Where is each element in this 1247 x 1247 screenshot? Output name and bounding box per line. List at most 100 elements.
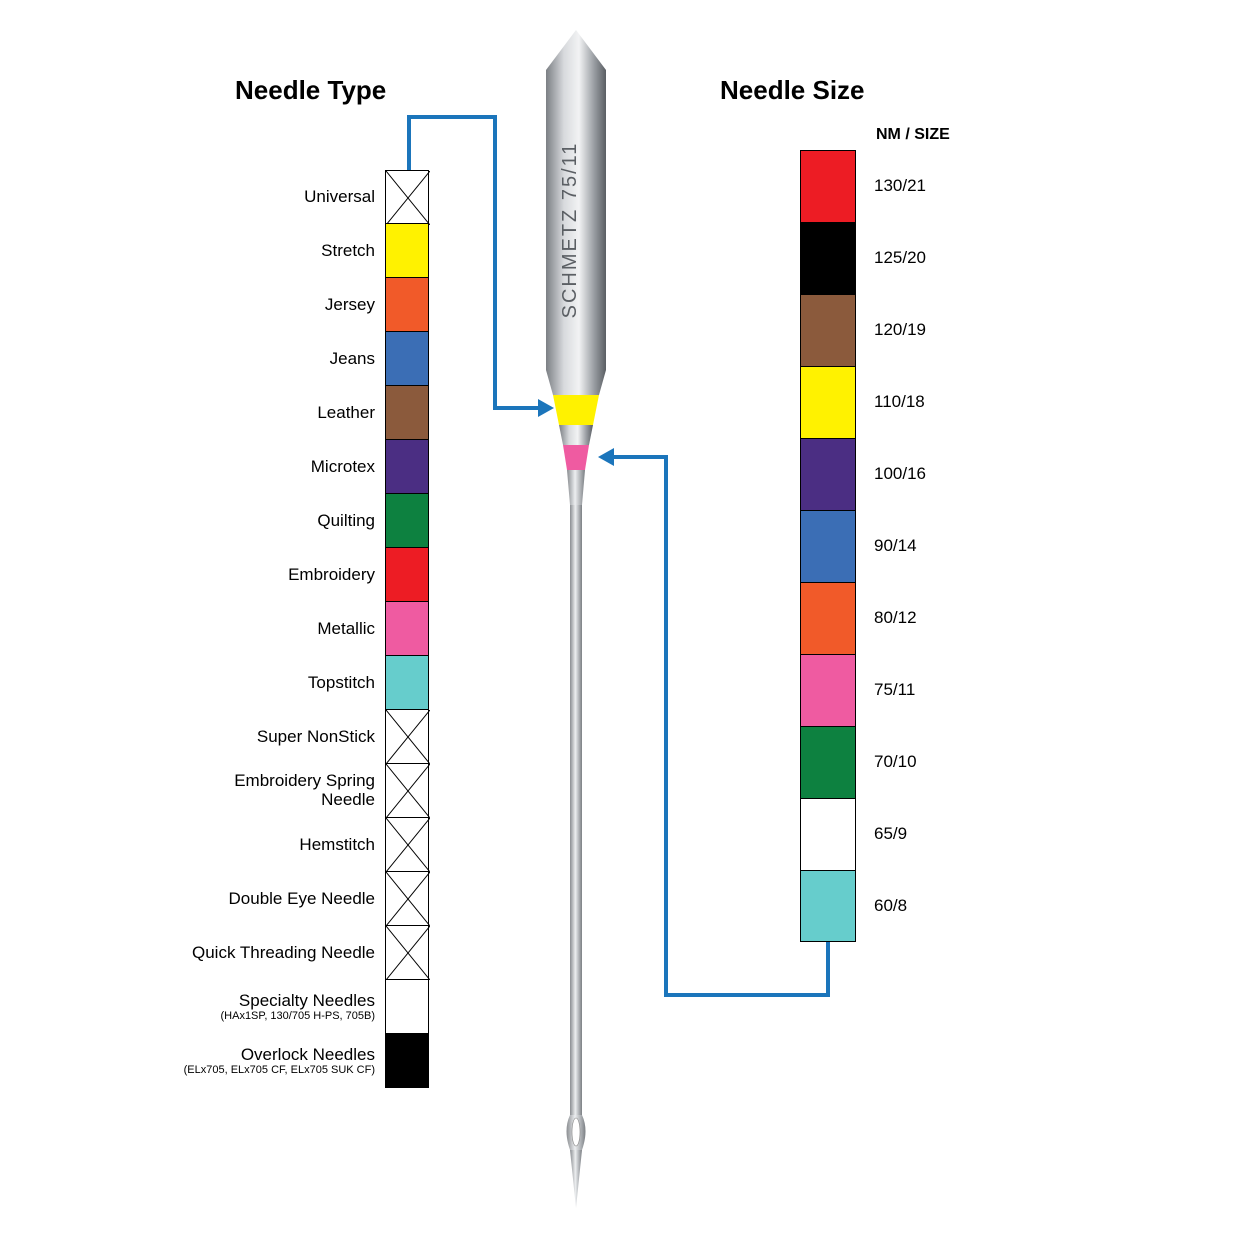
type-row: Embroidery SpringNeedle xyxy=(160,764,429,818)
type-arrow-seg3 xyxy=(493,115,497,410)
size-row: 75/11 xyxy=(800,654,926,726)
type-swatch xyxy=(385,764,429,818)
type-swatch xyxy=(385,386,429,440)
type-row: Microtex xyxy=(160,440,429,494)
size-row: 65/9 xyxy=(800,798,926,870)
needle-graphic: SCHMETZ 75/11 xyxy=(533,30,619,1210)
size-swatch xyxy=(800,726,856,798)
size-swatch xyxy=(800,654,856,726)
type-row: Double Eye Needle xyxy=(160,872,429,926)
type-arrow-seg4 xyxy=(493,406,538,410)
size-swatch xyxy=(800,294,856,366)
type-swatch xyxy=(385,1034,429,1088)
size-row: 60/8 xyxy=(800,870,926,942)
type-label: Quick Threading Needle xyxy=(160,944,385,963)
type-row: Specialty Needles(HAx1SP, 130/705 H-PS, … xyxy=(160,980,429,1034)
size-arrow-seg4 xyxy=(614,455,668,459)
type-label: Metallic xyxy=(160,620,385,639)
type-label: Topstitch xyxy=(160,674,385,693)
type-swatch xyxy=(385,710,429,764)
needle-type-heading: Needle Type xyxy=(235,75,386,106)
needle-engraving-text: SCHMETZ 75/11 xyxy=(559,142,581,319)
type-label: Overlock Needles(ELx705, ELx705 CF, ELx7… xyxy=(160,1046,385,1077)
size-row: 90/14 xyxy=(800,510,926,582)
size-row: 120/19 xyxy=(800,294,926,366)
size-row: 70/10 xyxy=(800,726,926,798)
size-arrow-seg1 xyxy=(826,942,830,997)
size-arrow-seg2 xyxy=(664,993,830,997)
type-row: Super NonStick xyxy=(160,710,429,764)
size-row: 130/21 xyxy=(800,150,926,222)
type-row: Stretch xyxy=(160,224,429,278)
type-swatch xyxy=(385,818,429,872)
size-row: 80/12 xyxy=(800,582,926,654)
size-label: 110/18 xyxy=(856,392,925,412)
type-label: Stretch xyxy=(160,242,385,261)
size-label: 80/12 xyxy=(856,608,917,628)
size-row: 110/18 xyxy=(800,366,926,438)
size-label: 125/20 xyxy=(856,248,926,268)
type-label: Jersey xyxy=(160,296,385,315)
type-swatch xyxy=(385,926,429,980)
type-label: Leather xyxy=(160,404,385,423)
type-label: Embroidery xyxy=(160,566,385,585)
type-row: Universal xyxy=(160,170,429,224)
needle-type-column: Universal Stretch Jersey Jeans Leather Microt… xyxy=(160,170,429,1088)
size-swatch xyxy=(800,222,856,294)
size-swatch xyxy=(800,438,856,510)
needle-size-heading: Needle Size xyxy=(720,75,865,106)
size-swatch xyxy=(800,798,856,870)
size-label: 60/8 xyxy=(856,896,907,916)
type-label: Microtex xyxy=(160,458,385,477)
type-row: Hemstitch xyxy=(160,818,429,872)
type-label: Hemstitch xyxy=(160,836,385,855)
type-swatch xyxy=(385,494,429,548)
size-label: 65/9 xyxy=(856,824,907,844)
type-row: Quick Threading Needle xyxy=(160,926,429,980)
size-swatch xyxy=(800,510,856,582)
size-swatch xyxy=(800,870,856,942)
size-row: 125/20 xyxy=(800,222,926,294)
size-swatch xyxy=(800,150,856,222)
type-row: Jeans xyxy=(160,332,429,386)
type-swatch xyxy=(385,332,429,386)
type-swatch xyxy=(385,980,429,1034)
type-label: Double Eye Needle xyxy=(160,890,385,909)
size-row: 100/16 xyxy=(800,438,926,510)
type-label: Quilting xyxy=(160,512,385,531)
type-label: Universal xyxy=(160,188,385,207)
type-label: Super NonStick xyxy=(160,728,385,747)
type-swatch xyxy=(385,440,429,494)
type-sublabel: (HAx1SP, 130/705 H-PS, 705B) xyxy=(160,1010,375,1022)
type-arrow-seg1 xyxy=(407,115,411,170)
size-arrow-seg3 xyxy=(664,455,668,997)
size-label: 130/21 xyxy=(856,176,926,196)
size-label: 90/14 xyxy=(856,536,917,556)
type-swatch xyxy=(385,170,429,224)
type-swatch xyxy=(385,278,429,332)
size-label: 100/16 xyxy=(856,464,926,484)
type-swatch xyxy=(385,548,429,602)
type-sublabel: (ELx705, ELx705 CF, ELx705 SUK CF) xyxy=(160,1064,375,1076)
size-arrow-head xyxy=(598,448,614,466)
nm-size-heading: NM / SIZE xyxy=(876,126,950,144)
type-row: Metallic xyxy=(160,602,429,656)
type-swatch xyxy=(385,224,429,278)
type-row: Quilting xyxy=(160,494,429,548)
type-row: Topstitch xyxy=(160,656,429,710)
type-label: Embroidery SpringNeedle xyxy=(160,772,385,809)
type-arrow-head xyxy=(538,399,554,417)
size-label: 75/11 xyxy=(856,680,915,700)
type-row: Leather xyxy=(160,386,429,440)
type-arrow-seg2 xyxy=(407,115,497,119)
type-swatch xyxy=(385,872,429,926)
size-swatch xyxy=(800,366,856,438)
type-label: Specialty Needles(HAx1SP, 130/705 H-PS, … xyxy=(160,992,385,1023)
type-row: Jersey xyxy=(160,278,429,332)
type-row: Overlock Needles(ELx705, ELx705 CF, ELx7… xyxy=(160,1034,429,1088)
type-label: Jeans xyxy=(160,350,385,369)
needle-size-column: 130/21 125/20 120/19 110/18 100/16 90/14 80/12… xyxy=(800,150,926,942)
size-label: 70/10 xyxy=(856,752,917,772)
type-row: Embroidery xyxy=(160,548,429,602)
type-swatch xyxy=(385,656,429,710)
